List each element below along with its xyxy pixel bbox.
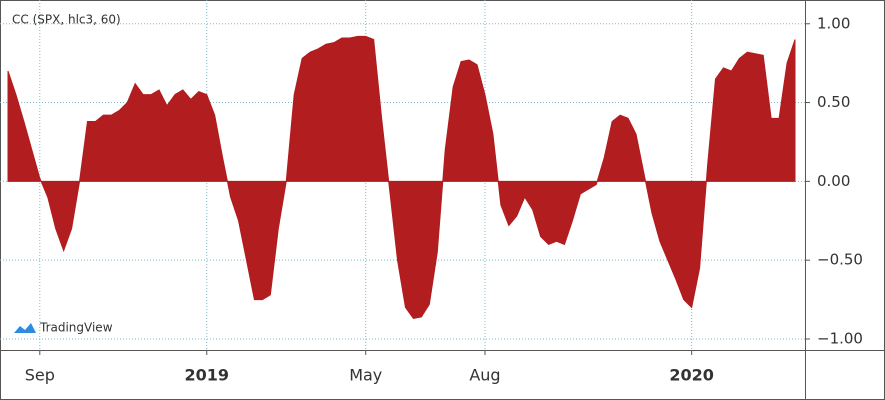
y-tick-label: 1.00 [817, 14, 850, 32]
x-tick-label: 2020 [669, 366, 714, 385]
logo [14, 323, 36, 333]
x-tick-label: May [349, 366, 382, 385]
x-tick-label: Sep [25, 366, 55, 385]
watermark: TradingView [39, 321, 113, 335]
y-tick-label: 0.00 [817, 172, 850, 190]
area [7, 35, 796, 320]
y-tick-label: 0.50 [817, 93, 850, 111]
indicator-label: CC (SPX, hlc3, 60) [12, 13, 121, 27]
y-tick-label: −1.00 [817, 329, 863, 347]
x-tick-label: 2019 [184, 366, 229, 385]
x-tick-label: Aug [469, 366, 500, 385]
y-tick-label: −0.50 [817, 251, 863, 269]
plot-area [0, 0, 805, 350]
